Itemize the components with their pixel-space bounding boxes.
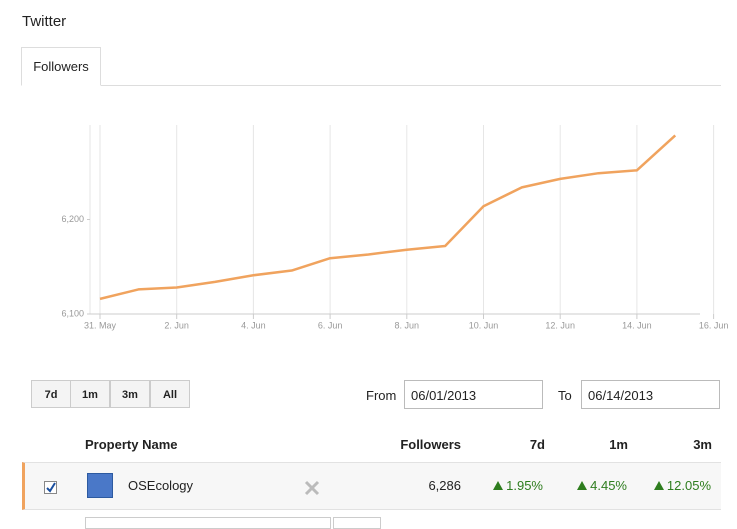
from-input[interactable]: 06/01/2013 (404, 380, 543, 409)
range-button[interactable]: All (150, 380, 190, 408)
x-tick-label: 2. Jun (164, 320, 189, 330)
remove-icon[interactable] (304, 480, 320, 496)
column-header[interactable]: Followers (400, 437, 461, 452)
checkbox[interactable] (44, 481, 58, 495)
tab[interactable]: Followers (21, 47, 101, 86)
x-tick-label: 31. May (84, 320, 117, 330)
x-tick-label: 6. Jun (318, 320, 343, 330)
data-line (99, 134, 677, 301)
x-tick-label: 16. Jun (699, 320, 729, 330)
column-header[interactable]: Property Name (85, 437, 178, 452)
column-header[interactable]: 7d (529, 437, 545, 452)
x-tick-label: 10. Jun (469, 320, 499, 330)
next-button (333, 517, 381, 529)
to-input[interactable]: 06/14/2013 (581, 380, 720, 409)
followers-cell: 6,286 (428, 478, 461, 493)
to-label: To (558, 388, 572, 403)
from-label: From (366, 388, 397, 403)
change-cell: 12.05% (666, 478, 711, 493)
up-arrow (493, 481, 503, 490)
page-title: Twitter (22, 13, 67, 30)
property-logo (87, 473, 113, 498)
x-tick-label: 8. Jun (395, 320, 420, 330)
column-header[interactable]: 1m (609, 437, 628, 452)
x-tick-label: 12. Jun (545, 320, 575, 330)
range-button[interactable]: 1m (70, 380, 110, 408)
y-tick-label: 6,200 (61, 214, 84, 224)
x-tick-label: 4. Jun (241, 320, 266, 330)
up-arrow (654, 481, 664, 490)
range-button[interactable]: 3m (110, 380, 150, 408)
range-button[interactable]: 7d (31, 380, 71, 408)
table-row (22, 462, 721, 510)
tab-line (21, 85, 721, 86)
chart: 31. May 2. Jun 4. Jun 6. Jun 8. Jun 10. Jun 12… (61, 125, 729, 330)
next-input (85, 517, 331, 529)
property-name[interactable]: OSEcology (128, 478, 194, 493)
column-header[interactable]: 3m (693, 437, 712, 452)
x-tick-label: 14. Jun (622, 320, 652, 330)
up-arrow (577, 481, 587, 490)
change-cell: 1.95% (506, 478, 543, 493)
y-tick-label: 6,100 (61, 308, 84, 318)
change-cell: 4.45% (590, 478, 627, 493)
